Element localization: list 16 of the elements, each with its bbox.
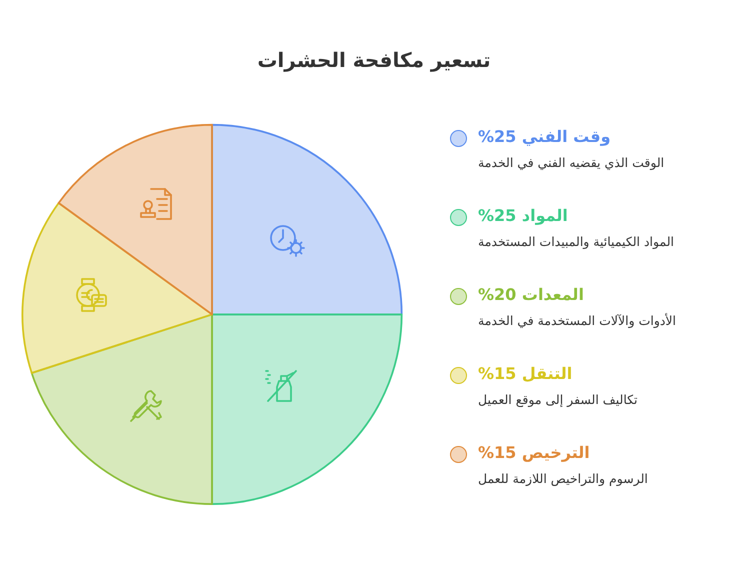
legend-label: الترخيص 15% (478, 443, 590, 462)
text: الرسوم والتراخيص اللازمة للعمل (478, 471, 648, 486)
legend-label: المواد 25% (478, 206, 568, 225)
text: الأدوات والآلات المستخدمة في الخدمة (478, 313, 676, 328)
pie-slice (30, 314, 213, 505)
legend-label: التنقل 15% (478, 364, 572, 383)
legend-label: المعدات 20% (478, 285, 584, 304)
pie-slice (211, 314, 403, 505)
chart-title: تسعير مكافحة الحشرات (256, 48, 492, 72)
pie-slice (58, 124, 213, 316)
pie-slice (22, 202, 213, 374)
text: الوقت الذي يقضيه الفني في الخدمة (478, 155, 664, 170)
legend-label: وقت الفني 25% (478, 127, 611, 146)
pie-slice (211, 124, 403, 316)
text: تكاليف السفر إلى موقع العميل (478, 392, 638, 407)
text: المواد الكيميائية والمبيدات المستخدمة (478, 234, 674, 249)
